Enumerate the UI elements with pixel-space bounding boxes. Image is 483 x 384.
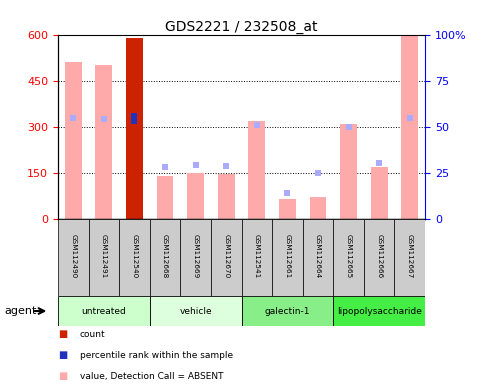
Text: count: count (80, 329, 105, 339)
Bar (150, 296, 242, 326)
Bar (371, 167, 387, 219)
Bar (303, 219, 333, 296)
Bar (242, 219, 272, 296)
Bar (218, 174, 235, 219)
Bar (211, 219, 242, 296)
Text: percentile rank within the sample: percentile rank within the sample (80, 351, 233, 360)
Text: vehicle: vehicle (179, 306, 212, 316)
Bar (96, 65, 112, 219)
Text: GSM112667: GSM112667 (407, 233, 413, 278)
Text: agent: agent (5, 306, 37, 316)
Bar (150, 219, 180, 296)
Bar (333, 296, 425, 326)
Text: GSM112661: GSM112661 (284, 233, 290, 278)
Text: GSM112491: GSM112491 (101, 233, 107, 278)
Text: ■: ■ (58, 371, 67, 381)
Bar (248, 121, 265, 219)
Text: GSM112670: GSM112670 (223, 233, 229, 278)
Text: ■: ■ (58, 350, 67, 360)
Bar (272, 219, 303, 296)
Bar (119, 219, 150, 296)
Bar (333, 219, 364, 296)
Bar (242, 296, 333, 326)
Text: GSM112668: GSM112668 (162, 233, 168, 278)
Bar (126, 38, 143, 219)
Text: GSM112540: GSM112540 (131, 233, 138, 278)
Bar (88, 219, 119, 296)
Text: value, Detection Call = ABSENT: value, Detection Call = ABSENT (80, 372, 223, 381)
Title: GDS2221 / 232508_at: GDS2221 / 232508_at (165, 20, 318, 33)
Text: lipopolysaccharide: lipopolysaccharide (337, 306, 422, 316)
Text: GSM112664: GSM112664 (315, 233, 321, 278)
Bar (364, 219, 395, 296)
Bar (58, 296, 150, 326)
Text: untreated: untreated (82, 306, 126, 316)
Bar (187, 174, 204, 219)
Text: GSM112665: GSM112665 (345, 233, 352, 278)
Text: galectin-1: galectin-1 (265, 306, 310, 316)
Bar (279, 199, 296, 219)
Text: GSM112490: GSM112490 (70, 233, 76, 278)
Bar (58, 219, 88, 296)
Bar (65, 62, 82, 219)
Bar (340, 124, 357, 219)
Bar (310, 197, 327, 219)
Bar (395, 219, 425, 296)
Bar (156, 176, 173, 219)
Bar (180, 219, 211, 296)
Text: GSM112669: GSM112669 (193, 233, 199, 278)
Text: GSM112541: GSM112541 (254, 233, 260, 278)
Bar (401, 35, 418, 219)
Text: GSM112666: GSM112666 (376, 233, 382, 278)
Text: ■: ■ (58, 329, 67, 339)
